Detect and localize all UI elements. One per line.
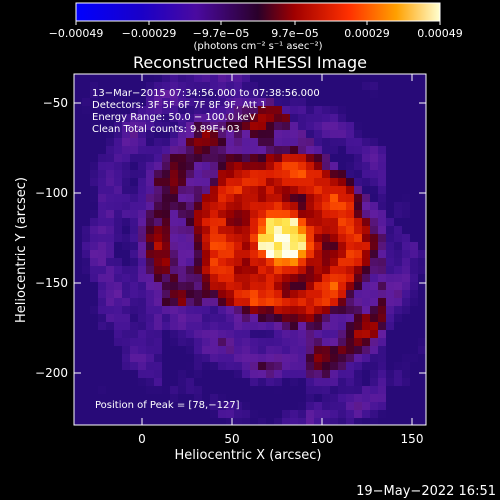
colorbar-tick-label: −0.00049 <box>49 27 104 40</box>
colorbar-tick-label: −9.7e−05 <box>193 27 250 40</box>
peak-position-label: Position of Peak = [78,−127] <box>95 400 240 411</box>
y-axis-title: Heliocentric Y (arcsec) <box>14 177 29 323</box>
y-tick-label: −100 <box>35 186 68 200</box>
y-tick-label: −200 <box>35 366 68 380</box>
info-clean-counts: Clean Total counts: 9.89E+03 <box>92 124 240 135</box>
rhessi-image-pixels <box>74 74 426 425</box>
y-tick-label: −50 <box>43 96 68 110</box>
axis-ticks <box>74 74 426 425</box>
colorbar: −0.00049 −0.00029 −9.7e−05 9.7e−05 0.000… <box>49 2 463 52</box>
x-tick-label: 0 <box>138 432 146 446</box>
x-tick-label: 150 <box>401 432 424 446</box>
colorbar-units: (photons cm⁻² s⁻¹ asec⁻²) <box>193 41 322 52</box>
x-tick-label: 50 <box>224 432 239 446</box>
colorbar-tick-label: 0.00049 <box>417 27 463 40</box>
colorbar-tick-label: −0.00029 <box>122 27 177 40</box>
footer-date: 19−May−2022 16:51 <box>356 484 496 499</box>
rhessi-image <box>74 74 426 425</box>
x-tick-label: 100 <box>311 432 334 446</box>
x-axis-title: Heliocentric X (arcsec) <box>175 448 322 463</box>
colorbar-tick-label: 0.00029 <box>344 27 390 40</box>
colorbar-frame <box>75 2 441 22</box>
y-tick-label: −150 <box>35 276 68 290</box>
plot-title: Reconstructed RHESSI Image <box>133 53 367 72</box>
info-time-range: 13−Mar−2015 07:34:56.000 to 07:38:56.000 <box>92 88 320 99</box>
info-energy-range: Energy Range: 50.0 − 100.0 keV <box>92 112 256 123</box>
plot-frame <box>73 73 427 426</box>
info-overlay: 13−Mar−2015 07:34:56.000 to 07:38:56.000… <box>92 88 320 135</box>
colorbar-gradient <box>76 3 440 21</box>
info-detectors: Detectors: 3F 5F 6F 7F 8F 9F, Att 1 <box>92 100 266 111</box>
colorbar-tick-label: 9.7e−05 <box>271 27 318 40</box>
colorbar-ticks <box>75 21 441 25</box>
